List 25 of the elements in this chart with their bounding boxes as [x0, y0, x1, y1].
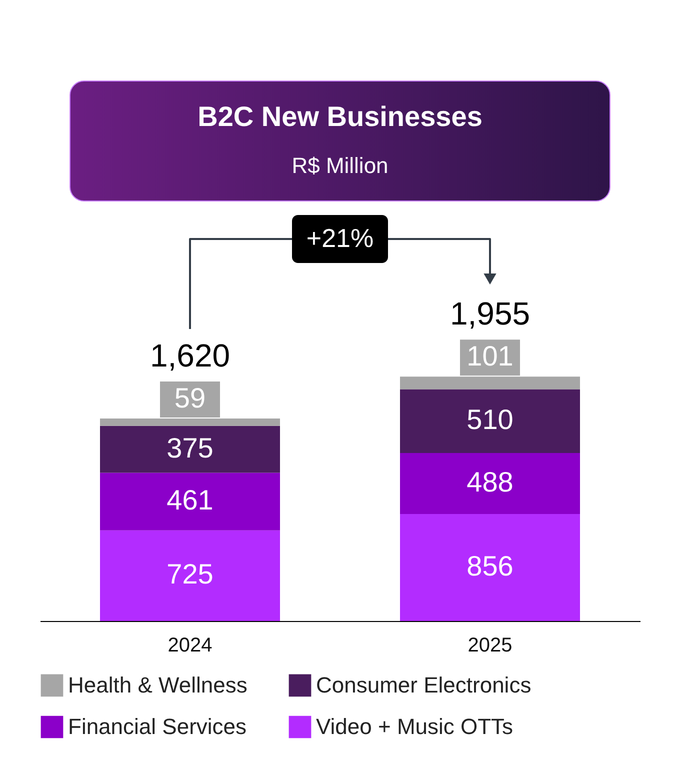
data-label: 725: [166, 558, 214, 590]
bar: [100, 426, 280, 473]
data-label: 59: [174, 382, 206, 414]
data-label: 488: [466, 466, 514, 498]
data-label: 375: [166, 432, 214, 464]
chart-subtitle: R$ Million: [292, 153, 388, 178]
legend-label: Financial Services: [68, 714, 247, 739]
x-tick-label: 2024: [168, 634, 212, 656]
bar: [100, 472, 280, 530]
bar: [100, 530, 280, 621]
bar: [400, 389, 580, 453]
data-label: 856: [466, 550, 514, 582]
legend-label: Video + Music OTTs: [316, 714, 514, 739]
legend-label: Consumer Electronics: [316, 672, 532, 698]
data-label: 510: [466, 404, 514, 436]
total-label: 1,620: [150, 338, 230, 374]
data-label: 461: [166, 484, 214, 516]
legend-label: Health & Wellness: [68, 672, 248, 698]
bar: [400, 453, 580, 514]
data-label: 101: [466, 340, 514, 372]
text: +21%: [306, 223, 374, 253]
bar: [400, 514, 580, 621]
chart-title: B2C New Businesses: [198, 101, 482, 132]
total-label: 1,955: [450, 296, 530, 332]
x-tick-label: 2025: [468, 634, 512, 656]
